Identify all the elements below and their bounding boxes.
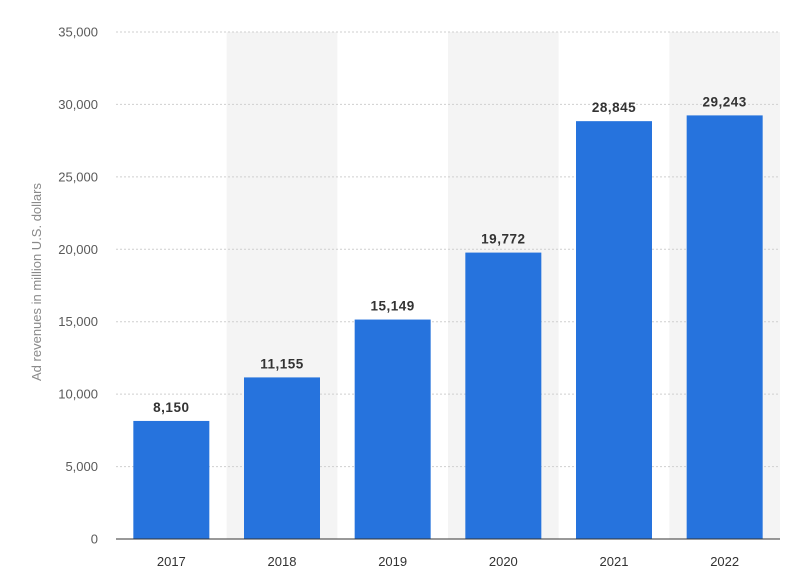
x-tick-label: 2021: [600, 554, 629, 569]
bar-2019: [354, 319, 431, 539]
data-labels: 8,150 11,155 15,149 19,772 28,845 29,243: [153, 94, 747, 415]
y-tick-label: 30,000: [58, 97, 98, 112]
data-label: 11,155: [260, 356, 304, 371]
bar-2021: [576, 121, 652, 539]
data-label: 29,243: [703, 94, 747, 109]
x-tick-label: 2018: [268, 554, 297, 569]
y-tick-label: 5,000: [65, 459, 98, 474]
y-axis-ticks: 0 5,000 10,000 15,000 20,000 25,000 30,000 35,0…: [58, 25, 98, 547]
bar-2020: [465, 252, 542, 540]
y-tick-label: 15,000: [58, 314, 98, 329]
data-label: 8,150: [153, 400, 189, 415]
x-axis-ticks: 2017 2018 2019 2020 2021 2022: [157, 554, 739, 569]
x-tick-label: 2022: [710, 554, 739, 569]
gridlines: [116, 31, 780, 468]
y-tick-label: 35,000: [58, 25, 98, 40]
x-tick-label: 2017: [157, 554, 186, 569]
data-label: 15,149: [371, 299, 415, 314]
y-tick-label: 25,000: [58, 169, 98, 184]
x-tick-label: 2019: [378, 554, 407, 569]
bar-2022: [686, 115, 763, 539]
y-tick-label: 0: [91, 532, 98, 547]
bars: [133, 115, 763, 540]
data-label: 19,772: [481, 232, 525, 247]
data-label: 28,845: [592, 100, 636, 115]
x-tick-label: 2020: [489, 554, 518, 569]
y-axis-label: Ad revenues in million U.S. dollars: [29, 183, 44, 381]
bar-2018: [244, 377, 320, 539]
y-tick-label: 10,000: [58, 387, 98, 402]
bar-2017: [133, 420, 210, 539]
y-tick-label: 20,000: [58, 242, 98, 257]
